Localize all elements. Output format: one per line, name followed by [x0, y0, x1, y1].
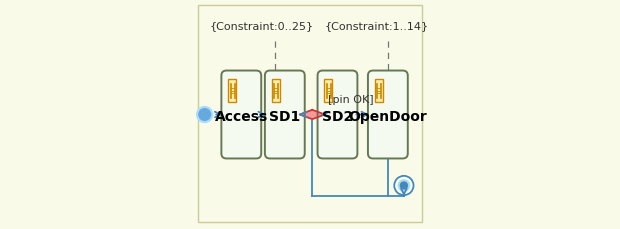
- Bar: [376, 84, 378, 98]
- FancyBboxPatch shape: [221, 71, 261, 158]
- Circle shape: [400, 181, 408, 190]
- Text: SD1: SD1: [269, 110, 301, 124]
- Bar: [277, 84, 278, 98]
- Polygon shape: [299, 110, 325, 119]
- Text: {Constraint:0..25}: {Constraint:0..25}: [210, 21, 314, 31]
- Bar: [273, 84, 274, 98]
- FancyBboxPatch shape: [317, 71, 357, 158]
- Circle shape: [196, 106, 213, 123]
- Circle shape: [397, 179, 410, 192]
- FancyBboxPatch shape: [368, 71, 408, 158]
- Text: OpenDoor: OpenDoor: [348, 110, 427, 124]
- FancyBboxPatch shape: [272, 79, 280, 102]
- Text: Access: Access: [215, 110, 268, 124]
- Bar: [229, 84, 231, 98]
- Bar: [326, 84, 327, 98]
- Bar: [380, 84, 381, 98]
- FancyBboxPatch shape: [228, 79, 236, 102]
- FancyBboxPatch shape: [198, 5, 422, 222]
- Text: SD2: SD2: [322, 110, 353, 124]
- Polygon shape: [299, 110, 325, 119]
- FancyBboxPatch shape: [265, 71, 305, 158]
- FancyBboxPatch shape: [324, 79, 332, 102]
- Circle shape: [394, 176, 414, 195]
- Circle shape: [198, 108, 211, 121]
- Bar: [330, 84, 331, 98]
- Text: [pin OK]: [pin OK]: [329, 95, 374, 105]
- Text: {Constraint:1..14}: {Constraint:1..14}: [324, 21, 428, 31]
- FancyBboxPatch shape: [374, 79, 383, 102]
